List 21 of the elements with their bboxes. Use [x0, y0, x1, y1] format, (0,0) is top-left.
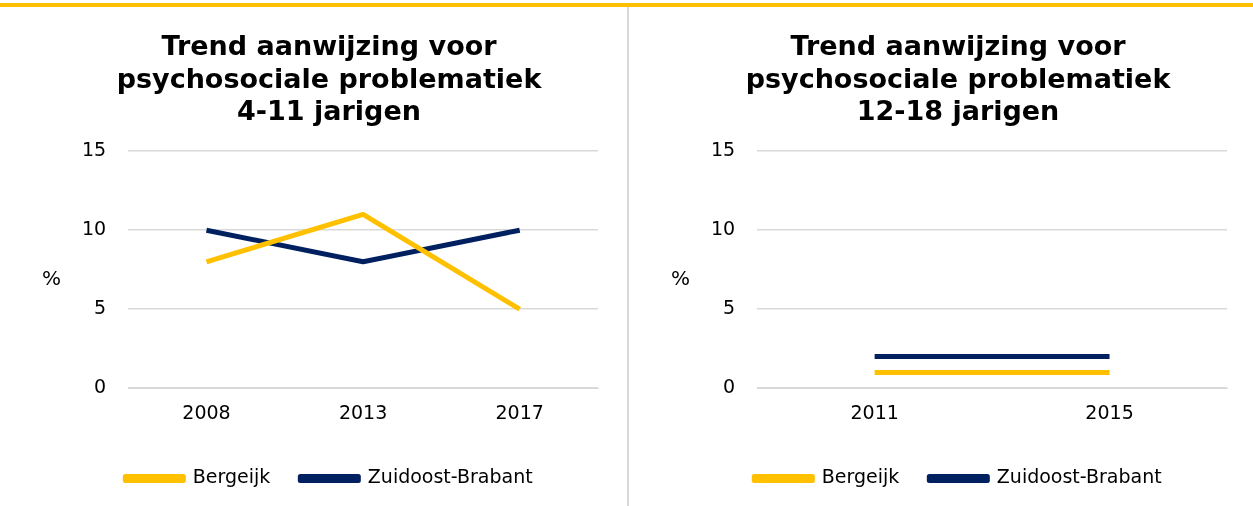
chart-title: Trend aanwijzing voor psychosociale problematiek 12-18 jarigen: [745, 30, 1172, 127]
y-axis-title: %: [671, 265, 691, 290]
x-tick-label: 2013: [338, 400, 388, 423]
y-tick-label: 0: [94, 375, 107, 398]
y-tick-label: 10: [81, 217, 107, 240]
legend-label: Bergeijk: [821, 465, 900, 488]
y-tick-label: 5: [94, 296, 107, 319]
legend-label: Bergeijk: [192, 465, 271, 488]
x-tick-label: 2017: [495, 400, 544, 423]
legend-label: Zuidoost-Brabant: [367, 465, 533, 488]
y-tick-label: 10: [710, 217, 736, 240]
y-tick-label: 0: [723, 375, 736, 398]
x-tick-label: 2015: [1085, 400, 1134, 423]
chart-title: Trend aanwijzing voor psychosociale problematiek 4-11 jarigen: [116, 30, 543, 127]
x-tick-label: 2011: [850, 400, 899, 423]
y-tick-label: 15: [81, 138, 107, 161]
y-axis-title: %: [42, 265, 62, 290]
legend-label: Zuidoost-Brabant: [996, 465, 1162, 488]
y-tick-label: 5: [723, 296, 736, 319]
x-tick-label: 2008: [182, 400, 231, 423]
y-tick-label: 15: [710, 138, 736, 161]
